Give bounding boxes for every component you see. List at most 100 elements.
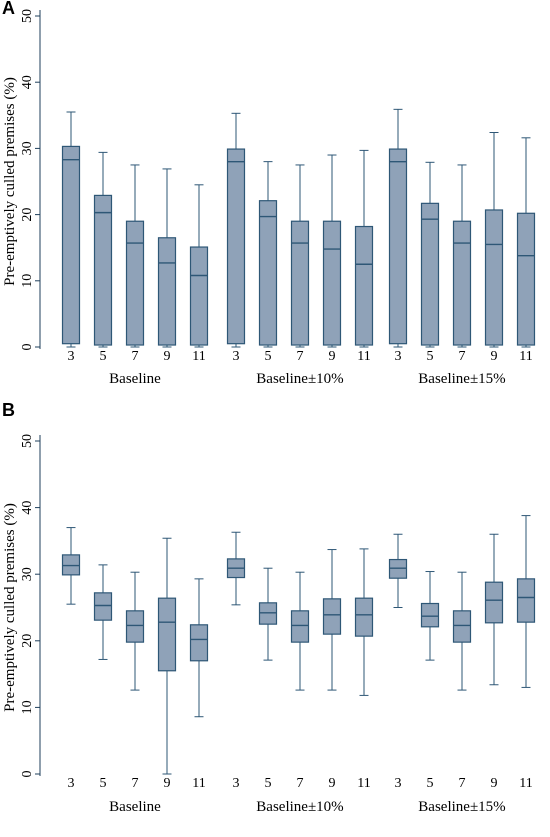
group-label: Baseline±15%: [418, 371, 505, 387]
box-iqr: [388, 148, 408, 345]
box-iqr: [157, 597, 177, 672]
box-iqr: [189, 246, 209, 346]
x-tick-label: 11: [519, 776, 532, 791]
box-9: [322, 154, 342, 348]
y-tick-label: 10: [20, 700, 35, 714]
box-9: [157, 168, 177, 348]
x-tick-label: 3: [395, 349, 402, 364]
x-tick-label: 9: [164, 349, 171, 364]
box-iqr: [484, 581, 504, 624]
y-tick-label: 40: [20, 501, 35, 515]
y-tick-label: 40: [20, 75, 35, 89]
x-tick-label: 5: [265, 776, 272, 791]
x-tick-label: 11: [357, 349, 370, 364]
y-axis-title: Pre-emptively culled premises (%): [2, 503, 18, 712]
panel-a-label: A: [2, 0, 15, 18]
box-11: [189, 578, 209, 718]
x-tick-label: 11: [519, 349, 532, 364]
box-9: [484, 533, 504, 686]
y-tick-label: 50: [20, 9, 35, 23]
y-axis-title: Pre-emptively culled premises (%): [2, 77, 18, 286]
x-tick-label: 3: [68, 776, 75, 791]
y-tick-label: 30: [20, 567, 35, 581]
box-7: [452, 164, 472, 348]
x-tick-label: 11: [192, 349, 205, 364]
box-iqr: [322, 598, 342, 635]
x-tick-label: 11: [192, 776, 205, 791]
x-tick-label: 5: [100, 349, 107, 364]
y-tick-label: 20: [20, 208, 35, 222]
group-label: Baseline: [109, 799, 161, 815]
box-9: [322, 549, 342, 691]
box-3: [388, 533, 408, 608]
box-5: [258, 161, 278, 348]
box-3: [226, 531, 246, 606]
box-iqr: [484, 209, 504, 346]
y-tick-label: 20: [20, 634, 35, 648]
x-tick-label: 3: [68, 349, 75, 364]
box-5: [93, 151, 113, 348]
box-iqr: [516, 212, 536, 346]
box-iqr: [354, 225, 374, 346]
box-iqr: [189, 624, 209, 662]
box-iqr: [61, 145, 81, 345]
box-5: [258, 567, 278, 661]
box-3: [388, 108, 408, 348]
y-tick-label: 0: [20, 771, 35, 778]
box-9: [157, 537, 177, 775]
box-11: [516, 137, 536, 348]
panel-a: A 0 10 20 30 40 50 Pre-emptively culled premis…: [2, 0, 536, 387]
box-7: [125, 164, 145, 348]
box-iqr: [125, 220, 145, 346]
group-label: Baseline±10%: [256, 371, 343, 387]
x-tick-label: 7: [459, 349, 466, 364]
box-7: [290, 164, 310, 348]
box-5: [420, 161, 440, 348]
box-11: [354, 548, 374, 696]
box-iqr: [93, 592, 113, 621]
box-3: [61, 111, 81, 348]
box-iqr: [420, 202, 440, 346]
box-3: [61, 527, 81, 605]
box-7: [125, 571, 145, 691]
box-iqr: [452, 610, 472, 643]
box-iqr: [290, 220, 310, 346]
box-9: [484, 132, 504, 348]
x-tick-label: 5: [427, 776, 434, 791]
x-tick-label: 5: [427, 349, 434, 364]
x-tick-label: 11: [357, 776, 370, 791]
x-tick-label: 9: [491, 776, 498, 791]
box-iqr: [420, 602, 440, 628]
panel-b: B 0 10 20 30 40 50 Pre-emptively culled premis…: [2, 400, 536, 815]
box-11: [189, 184, 209, 348]
group-label: Baseline±10%: [256, 799, 343, 815]
x-tick-label: 7: [297, 776, 304, 791]
box-iqr: [322, 220, 342, 346]
x-tick-label: 7: [297, 349, 304, 364]
box-3: [226, 112, 246, 348]
box-iqr: [452, 220, 472, 346]
box-5: [420, 571, 440, 661]
box-iqr: [290, 610, 310, 643]
x-tick-label: 7: [132, 776, 139, 791]
box-11: [516, 515, 536, 688]
panel-b-label: B: [2, 400, 15, 420]
box-iqr: [125, 610, 145, 643]
x-tick-label: 5: [100, 776, 107, 791]
x-tick-label: 9: [164, 776, 171, 791]
x-tick-label: 7: [459, 776, 466, 791]
x-tick-label: 3: [395, 776, 402, 791]
group-label: Baseline±15%: [418, 799, 505, 815]
x-tick-label: 3: [233, 349, 240, 364]
box-iqr: [258, 200, 278, 346]
group-label: Baseline: [109, 371, 161, 387]
y-tick-label: 0: [20, 344, 35, 351]
box-7: [290, 571, 310, 691]
box-iqr: [226, 148, 246, 345]
x-tick-label: 9: [329, 349, 336, 364]
x-tick-label: 5: [265, 349, 272, 364]
y-tick-label: 10: [20, 274, 35, 288]
box-iqr: [157, 237, 177, 346]
box-5: [93, 564, 113, 660]
box-11: [354, 149, 374, 348]
